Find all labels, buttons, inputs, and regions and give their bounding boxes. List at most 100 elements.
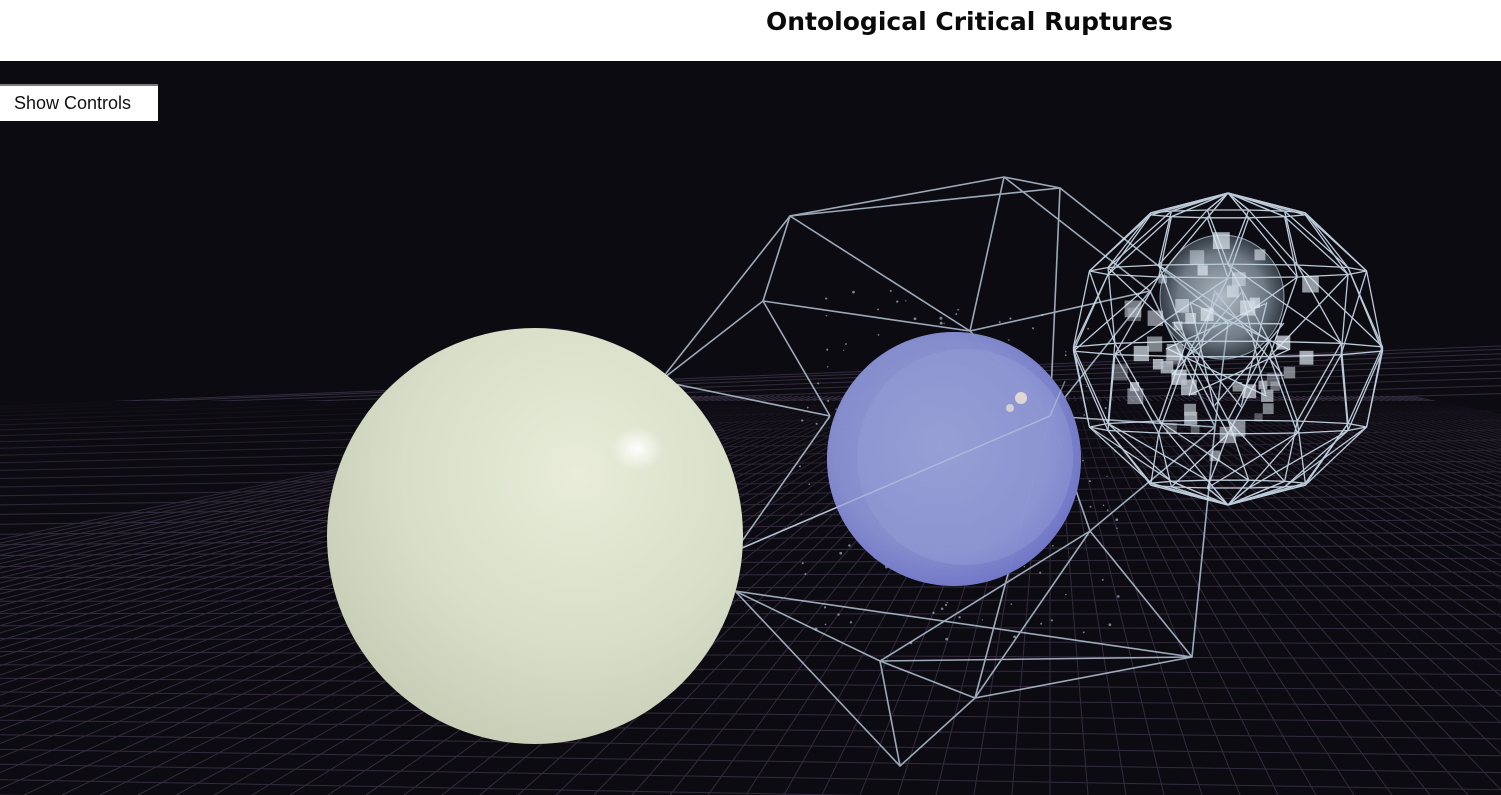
pixel-cube: [1160, 360, 1174, 374]
grid-line: [0, 651, 1501, 660]
geodesic-edge: [1107, 422, 1208, 481]
geodesic-edge: [1284, 210, 1306, 214]
pixel-cube: [1147, 336, 1163, 352]
geodesic-edge: [1107, 423, 1172, 482]
geodesic-edge: [1150, 432, 1160, 486]
geodesic-edge: [1341, 350, 1383, 356]
particle: [943, 322, 945, 325]
grid-line: [0, 664, 1501, 675]
geodesic-edge: [1206, 192, 1229, 211]
floor-haze: [0, 401, 1501, 521]
particle: [1065, 351, 1067, 353]
particle: [825, 297, 828, 300]
particle: [817, 382, 820, 385]
geodesic-edge: [1347, 346, 1384, 424]
geodesic-edge: [1296, 420, 1306, 484]
geodesic-edge: [1107, 267, 1116, 344]
geodesic-edge: [1206, 479, 1229, 506]
geodesic-edge: [1297, 420, 1349, 425]
geodesic-edge: [1268, 341, 1298, 422]
geodesic-edge: [1171, 292, 1242, 376]
geodesic-edge: [1150, 192, 1229, 214]
particle: [1089, 505, 1092, 508]
particle: [1023, 566, 1025, 568]
geodesic-edge: [1304, 212, 1349, 268]
3d-viewport[interactable]: Show Controls: [0, 61, 1501, 795]
particle: [1013, 635, 1016, 639]
geodesic-edge: [1347, 267, 1384, 352]
particle: [1108, 623, 1112, 627]
geodesic-edge: [1072, 350, 1109, 431]
pixel-cube: [1166, 344, 1184, 361]
geodesic-edge: [1283, 210, 1298, 266]
particle: [877, 308, 879, 311]
pixel-cube: [1258, 380, 1268, 390]
geodesic-cubes: [1111, 232, 1319, 462]
geodesic-edge: [1284, 214, 1306, 218]
geodesic-edge: [1088, 426, 1152, 484]
geodesic-edge: [1227, 487, 1250, 506]
particle: [1082, 631, 1085, 634]
geodesic-edge: [1340, 354, 1349, 431]
pixel-cube: [1229, 420, 1246, 437]
geodesic-edge: [1347, 350, 1384, 431]
geodesic-edge: [1088, 270, 1116, 344]
particle: [939, 316, 943, 320]
geodesic-edge: [1340, 270, 1368, 355]
geodesic-edge: [1248, 486, 1285, 489]
geodesic-edge: [1283, 216, 1298, 278]
geodesic-edge: [1171, 480, 1229, 506]
particle: [1116, 527, 1118, 529]
geodesic-edge: [1283, 420, 1298, 482]
pixel-cube: [1152, 359, 1164, 370]
geodesic-edge: [1227, 192, 1250, 211]
geodesic-edge: [1227, 482, 1306, 506]
geodesic-edge: [1227, 192, 1285, 218]
geodesic-edge: [1284, 430, 1349, 488]
geodesic-edge: [1248, 217, 1298, 278]
geodesic-edge: [1158, 432, 1229, 435]
particle: [981, 619, 984, 621]
particle: [806, 406, 809, 409]
pixel-cube: [1262, 403, 1274, 415]
particle: [1117, 595, 1120, 598]
wireframe-geodesic-sphere[interactable]: [1072, 192, 1384, 506]
geodesic-edge: [1190, 348, 1291, 395]
geodesic-edge: [1347, 422, 1367, 428]
pixel-cube: [1111, 364, 1128, 381]
grid-line: [0, 719, 1501, 740]
grid-line: [0, 557, 1501, 567]
scene-canvas[interactable]: [0, 61, 1501, 795]
show-controls-button[interactable]: Show Controls: [0, 84, 158, 121]
geodesic-edge: [1107, 210, 1172, 268]
particle: [1106, 475, 1108, 477]
geodesic-edge: [1365, 270, 1384, 352]
cream-sphere[interactable]: [327, 328, 743, 744]
geodesic-edge: [1284, 210, 1349, 268]
geodesic-edge: [1248, 209, 1298, 266]
geodesic-edge: [1248, 479, 1285, 482]
particle: [1040, 622, 1043, 625]
geodesic-edge: [1227, 217, 1250, 279]
particle: [1086, 385, 1088, 387]
grid-line: [0, 518, 1501, 535]
geodesic-edge: [1107, 216, 1172, 275]
particle: [1039, 571, 1042, 574]
geodesic-edge: [1089, 266, 1109, 272]
geodesic-edge: [1089, 422, 1109, 428]
geodesic-edge: [1089, 426, 1109, 432]
grid-line: [0, 748, 1501, 774]
geodesic-edge: [1268, 356, 1298, 434]
particle: [798, 465, 802, 468]
geodesic-edge: [1297, 264, 1349, 269]
geodesic-edge: [1171, 192, 1229, 212]
blue-sphere[interactable]: [827, 332, 1081, 586]
particle: [1064, 354, 1067, 357]
geodesic-edge: [1107, 430, 1152, 484]
geodesic-edge: [1227, 479, 1250, 506]
geodesic-edge: [1227, 419, 1298, 422]
pixel-cube: [1190, 425, 1200, 434]
grid-line: [0, 734, 1501, 757]
particle: [1104, 407, 1107, 409]
pixel-cube: [1166, 423, 1177, 434]
